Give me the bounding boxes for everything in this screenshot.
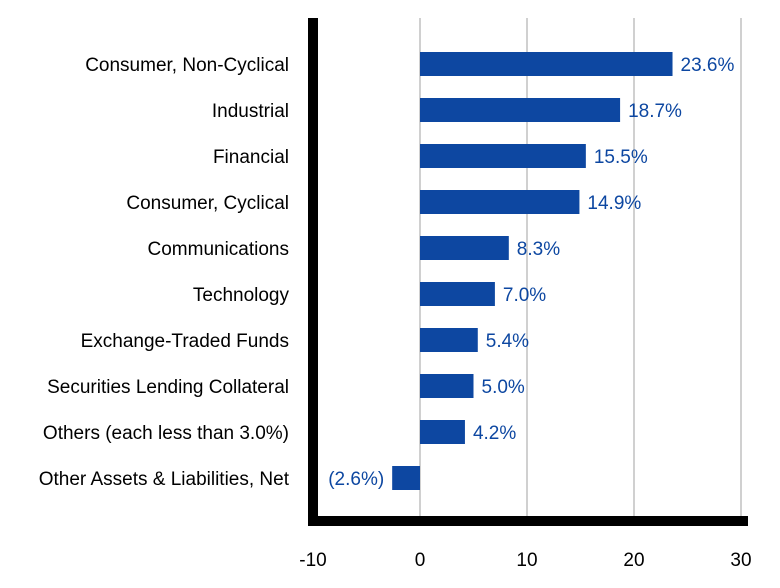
x-tick-label-1: 0 <box>415 550 426 571</box>
category-label-1: Industrial <box>212 101 289 122</box>
category-label-3: Consumer, Cyclical <box>126 193 289 214</box>
x-tick-label-2: 10 <box>516 550 537 571</box>
bars <box>392 52 673 490</box>
category-label-5: Technology <box>193 285 290 306</box>
x-tick-labels: -10 0 10 20 30 <box>299 550 751 571</box>
data-label-1: 18.7% <box>628 101 682 122</box>
category-label-9: Other Assets & Liabilities, Net <box>39 469 290 490</box>
bar-0 <box>420 52 673 76</box>
bar-6 <box>420 328 478 352</box>
category-label-2: Financial <box>213 147 289 168</box>
data-label-4: 8.3% <box>517 239 560 260</box>
data-label-7: 5.0% <box>482 377 525 398</box>
data-label-9: (2.6%) <box>328 469 384 490</box>
bar-7 <box>420 374 474 398</box>
data-label-8: 4.2% <box>473 423 516 444</box>
category-label-4: Communications <box>148 239 290 260</box>
axes <box>308 18 748 526</box>
bar-5 <box>420 282 495 306</box>
category-label-7: Securities Lending Collateral <box>47 377 289 398</box>
category-label-8: Others (each less than 3.0%) <box>43 423 289 444</box>
data-label-5: 7.0% <box>503 285 546 306</box>
bar-9 <box>392 466 420 490</box>
bar-8 <box>420 420 465 444</box>
x-tick-label-4: 30 <box>730 550 751 571</box>
data-label-6: 5.4% <box>486 331 529 352</box>
bar-1 <box>420 98 621 122</box>
data-labels: 23.6% 18.7% 15.5% 14.9% 8.3% 7.0% 5.4% 5.0% 4.2%… <box>328 55 734 490</box>
data-label-3: 14.9% <box>587 193 641 214</box>
gridlines <box>419 18 742 521</box>
category-label-6: Exchange-Traded Funds <box>81 331 289 352</box>
bar-4 <box>420 236 509 260</box>
data-label-0: 23.6% <box>681 55 735 76</box>
category-label-0: Consumer, Non-Cyclical <box>85 55 289 76</box>
x-tick-label-0: -10 <box>299 550 326 571</box>
bar-2 <box>420 144 586 168</box>
category-labels: Consumer, Non-Cyclical Industrial Financia… <box>39 55 290 490</box>
data-label-2: 15.5% <box>594 147 648 168</box>
x-tick-label-3: 20 <box>623 550 644 571</box>
bar-3 <box>420 190 580 214</box>
